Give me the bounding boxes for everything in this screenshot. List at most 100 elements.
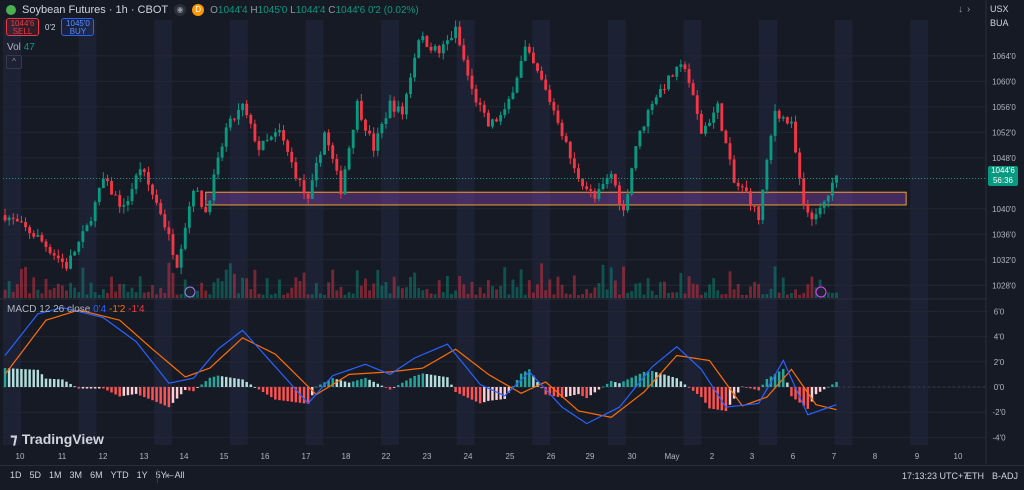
macd-hist-bar: [573, 387, 576, 396]
candle-body: [245, 103, 249, 116]
macd-hist-bar: [98, 387, 101, 389]
volume-bar: [81, 267, 85, 298]
volume-bar: [85, 294, 89, 298]
timeframe-5d[interactable]: 5D: [29, 470, 42, 480]
macd-legend[interactable]: MACD 12 26 close 0'4 -1'2 -1'4: [7, 304, 145, 315]
timeframe-ytd[interactable]: YTD: [110, 470, 129, 480]
macd-hist-bar: [343, 381, 347, 387]
macd-hist-bar: [712, 387, 715, 410]
currency-selector[interactable]: USX: [990, 4, 1009, 14]
unit-selector[interactable]: BUA: [990, 18, 1009, 28]
macd-hist-bar: [40, 374, 44, 387]
candle-body: [114, 194, 118, 196]
volume-bar: [564, 293, 568, 298]
adjustment-toggle[interactable]: B-ADJ: [992, 471, 1019, 481]
volume-bar: [376, 269, 380, 298]
candle-body: [69, 255, 73, 269]
volume-bar: [683, 293, 687, 298]
volume-bar: [171, 272, 175, 298]
candle-body: [753, 206, 757, 208]
candles: [3, 20, 838, 275]
volume-bar: [568, 294, 572, 298]
timeframe-1m[interactable]: 1M: [49, 470, 62, 480]
candle-body: [572, 158, 576, 169]
volume-bar: [495, 289, 498, 298]
volume-bar: [548, 279, 552, 298]
price-tick-label: 1052'0: [992, 128, 1016, 137]
session-stripe: [78, 20, 97, 445]
session-toggle[interactable]: ETH: [966, 471, 984, 481]
candle-body: [151, 184, 154, 195]
macd-hist-bar: [700, 387, 703, 398]
volume-bar: [728, 271, 732, 298]
candle-body: [732, 159, 736, 183]
candle-body: [503, 109, 507, 116]
calendar-range-icon[interactable]: ⇤: [165, 470, 175, 482]
volume-bar: [724, 294, 728, 298]
volume-bar: [89, 282, 93, 298]
candle-body: [343, 169, 347, 195]
macd-hist-bar: [331, 378, 334, 387]
candle-body: [470, 75, 474, 89]
candle-body: [323, 132, 326, 155]
time-tick-label: 7: [832, 452, 837, 461]
arrow-down-icon[interactable]: ↓: [958, 4, 963, 15]
timeframe-6m[interactable]: 6M: [90, 470, 103, 480]
timeframe-3m[interactable]: 3M: [69, 470, 83, 480]
chevron-right-icon[interactable]: ›: [967, 4, 971, 15]
sell-button[interactable]: 1044'6 SELL: [6, 18, 39, 36]
volume-bar: [3, 289, 7, 298]
timeframe-1y[interactable]: 1Y: [136, 470, 148, 480]
eye-icon[interactable]: ◉: [174, 4, 187, 16]
tradingview-logo[interactable]: ⁊ TradingView: [10, 430, 104, 448]
candle-body: [491, 119, 494, 127]
candle-body: [65, 261, 68, 269]
time-tick-label: 15: [220, 452, 229, 461]
ohlc-close-value: 1044'6: [335, 4, 366, 16]
candle-body: [273, 132, 277, 137]
volume-bar: [380, 285, 384, 298]
macd-hist-bar: [65, 381, 68, 387]
macd-hist-bar: [224, 376, 228, 387]
volume-bar: [175, 294, 179, 298]
volume-bar: [151, 285, 154, 298]
candle-body: [499, 115, 503, 122]
macd-hist-bar: [347, 382, 351, 387]
volume-bar: [630, 291, 634, 298]
macd-hist-bar: [610, 381, 613, 387]
collapse-legend-icon[interactable]: ^: [6, 55, 22, 69]
symbol-title[interactable]: Soybean Futures · 1h · CBOT: [22, 4, 169, 16]
candle-body: [486, 112, 490, 127]
volume-bar: [241, 277, 245, 298]
macd-hist-bar: [257, 387, 261, 390]
candle-body: [40, 235, 44, 242]
timeframe-5y[interactable]: 5Y: [155, 470, 167, 480]
candle-body: [24, 222, 27, 228]
volume-bar: [364, 278, 367, 298]
candle-body: [597, 188, 601, 199]
candle-body: [314, 162, 318, 181]
ohlc-open-key: O: [210, 4, 218, 16]
candle-body: [81, 231, 85, 242]
candle-body: [646, 109, 650, 127]
time-tick-label: 10: [16, 452, 25, 461]
candle-body: [392, 100, 396, 112]
time-tick-label: 2: [710, 452, 715, 461]
timeframe-all[interactable]: All: [174, 470, 185, 480]
volume-bar: [667, 292, 671, 298]
buy-button[interactable]: 1045'0 BUY: [61, 18, 95, 36]
macd-hist-bar: [442, 376, 445, 387]
candle-body: [626, 194, 630, 211]
macd-hist-bar: [274, 387, 277, 400]
clock-readout[interactable]: 17:13:23 UTC+7: [902, 471, 969, 481]
macd-hist-bar: [687, 387, 691, 388]
volume-bar: [507, 294, 511, 298]
candle-body: [622, 203, 625, 211]
volume-bar: [73, 287, 77, 298]
macd-hist-bar: [143, 387, 146, 398]
volume-bar: [523, 294, 527, 298]
candle-body: [425, 36, 429, 47]
macd-hist-bar: [429, 374, 433, 387]
timeframe-1d[interactable]: 1D: [10, 470, 22, 480]
